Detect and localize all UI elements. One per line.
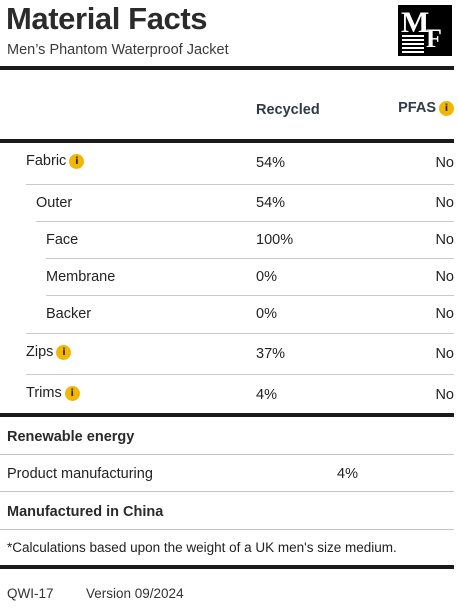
manufactured-in-label: Manufactured in China [7, 504, 164, 520]
row-outer-pfas: No [435, 195, 454, 211]
row-fabric-recycled: 54% [256, 155, 286, 171]
footnote: *Calculations based upon the weight of a… [7, 540, 397, 555]
row-backer-label: Backer [46, 306, 92, 322]
row-face-recycled: 100% [256, 232, 294, 248]
row-membrane-label: Membrane [46, 269, 116, 285]
row-trims-pfas: No [435, 387, 454, 403]
section-divider [0, 491, 454, 492]
column-header-pfas: PFAS i [398, 99, 454, 117]
info-icon[interactable]: i [56, 345, 72, 360]
section-divider [0, 454, 454, 455]
row-zips-recycled: 37% [256, 346, 286, 362]
column-header-pfas-label: PFAS [398, 100, 436, 116]
info-icon[interactable]: i [69, 154, 85, 169]
row-divider [26, 333, 454, 334]
row-zips-label: Zips i [26, 343, 72, 361]
row-face-label: Face [46, 232, 79, 248]
footer-rule [0, 565, 454, 569]
brand-logo: M F [398, 5, 452, 56]
row-membrane-recycled: 0% [256, 269, 277, 285]
info-icon[interactable]: i [64, 386, 80, 401]
row-label: Fabric [26, 153, 67, 169]
section-divider [0, 529, 454, 530]
row-fabric-pfas: No [435, 155, 454, 171]
row-zips-pfas: No [435, 346, 454, 362]
row-divider [46, 295, 454, 296]
logo-letter-m: M [401, 6, 430, 39]
info-icon[interactable]: i [439, 101, 454, 116]
row-backer-pfas: No [435, 306, 454, 322]
row-backer-recycled: 0% [256, 306, 277, 322]
row-membrane-pfas: No [435, 269, 454, 285]
header-rule [0, 66, 454, 70]
product-manufacturing-label: Product manufacturing [7, 466, 153, 482]
table-bottom-rule [0, 413, 454, 417]
row-divider [26, 374, 454, 375]
row-face-pfas: No [435, 232, 454, 248]
document-code: QWI-17 [7, 586, 54, 601]
row-divider [46, 258, 454, 259]
page-title: Material Facts [6, 1, 208, 36]
row-label: Trims [26, 385, 62, 401]
row-trims-label: Trims i [26, 384, 80, 402]
row-divider [36, 221, 454, 222]
table-top-rule [0, 139, 454, 143]
row-outer-recycled: 54% [256, 195, 286, 211]
row-divider [26, 184, 454, 185]
document-version: Version 09/2024 [86, 586, 184, 601]
logo-letter-f: F [426, 24, 442, 53]
row-fabric-label: Fabric i [26, 152, 85, 170]
renewable-energy-heading: Renewable energy [7, 429, 135, 445]
row-trims-recycled: 4% [256, 387, 277, 403]
column-header-recycled: Recycled [256, 102, 320, 118]
row-label: Zips [26, 344, 54, 360]
row-outer-label: Outer [36, 195, 73, 211]
product-name: Men’s Phantom Waterproof Jacket [7, 42, 229, 58]
product-manufacturing-value: 4% [337, 466, 358, 482]
